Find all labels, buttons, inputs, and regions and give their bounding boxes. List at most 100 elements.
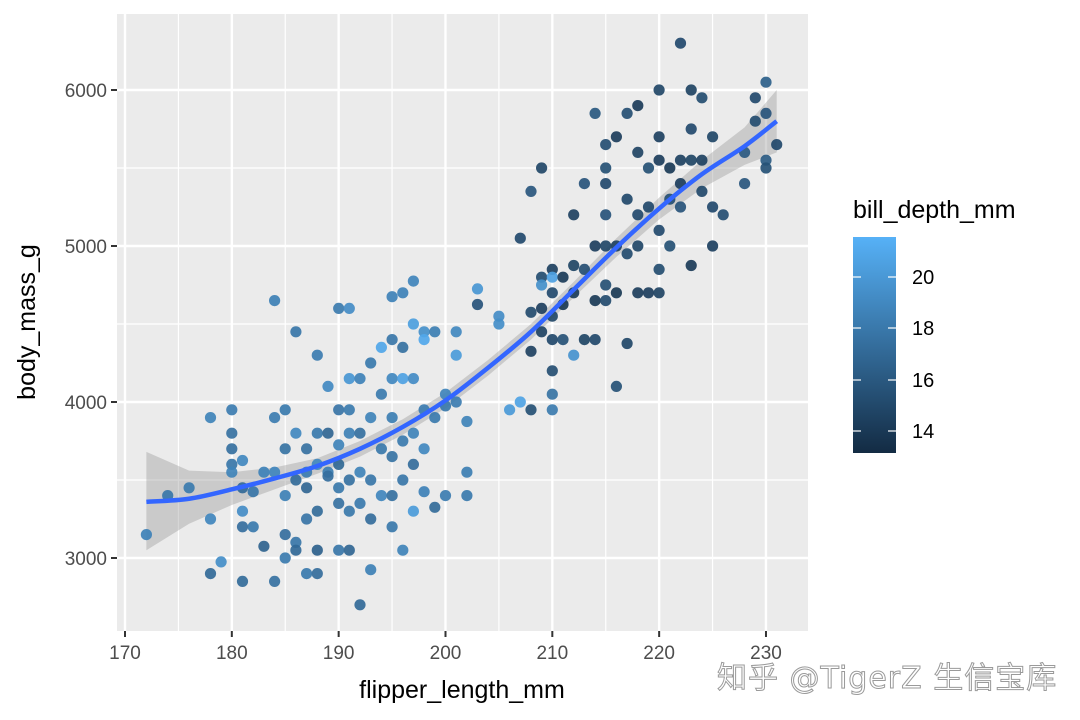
- data-point: [760, 107, 772, 119]
- data-point: [407, 373, 419, 385]
- data-point: [247, 521, 259, 533]
- data-point: [418, 443, 430, 455]
- data-point: [546, 287, 558, 299]
- x-tick-label: 180: [216, 643, 248, 664]
- data-point: [407, 275, 419, 287]
- data-point: [621, 248, 633, 260]
- data-point: [450, 396, 462, 408]
- data-point: [183, 482, 195, 494]
- data-point: [674, 201, 687, 213]
- data-point: [343, 474, 355, 486]
- data-point: [685, 84, 697, 96]
- data-point: [279, 552, 291, 564]
- data-point: [375, 388, 387, 400]
- data-point: [333, 482, 345, 494]
- data-point: [397, 373, 409, 385]
- data-point: [333, 458, 345, 470]
- data-point: [653, 84, 665, 96]
- data-point: [301, 568, 313, 580]
- data-point: [429, 326, 441, 338]
- data-point: [429, 501, 441, 513]
- data-points: [140, 37, 783, 611]
- data-point: [546, 334, 558, 346]
- data-point: [760, 162, 772, 174]
- major-gridlines: [117, 14, 808, 631]
- y-tick-label: 3000: [65, 549, 107, 570]
- data-point: [258, 540, 270, 552]
- smooth-curve: [146, 119, 779, 505]
- colorbar-ticks: [853, 276, 896, 432]
- data-point: [365, 474, 377, 486]
- data-point: [354, 373, 366, 385]
- data-point: [386, 334, 398, 346]
- data-point: [696, 92, 708, 104]
- x-tick-label: 210: [536, 643, 568, 664]
- data-point: [696, 185, 708, 197]
- data-point: [525, 404, 537, 416]
- legend-label-20: 20: [912, 267, 934, 289]
- data-point: [546, 404, 558, 416]
- data-point: [642, 201, 655, 213]
- data-point: [664, 162, 676, 174]
- data-point: [685, 259, 697, 272]
- data-point: [589, 334, 601, 346]
- data-point: [279, 404, 291, 416]
- data-point: [236, 505, 249, 517]
- data-point: [290, 474, 302, 486]
- data-point: [653, 287, 665, 299]
- x-axis-ticks: 170 180 190 200 210 220 230: [109, 631, 782, 664]
- data-point: [632, 209, 644, 221]
- data-point: [397, 341, 409, 353]
- data-point: [707, 240, 719, 252]
- data-point: [536, 271, 548, 283]
- data-point: [536, 279, 548, 291]
- data-point: [632, 146, 644, 158]
- data-point: [354, 427, 366, 439]
- data-point: [279, 490, 291, 502]
- x-tick-label: 200: [430, 643, 462, 664]
- data-point: [333, 302, 345, 314]
- data-point: [333, 544, 345, 556]
- data-point: [311, 349, 323, 361]
- data-point: [685, 123, 697, 135]
- data-point: [343, 404, 355, 416]
- data-point: [343, 302, 355, 314]
- data-point: [589, 107, 601, 119]
- data-point: [568, 209, 580, 221]
- data-point: [397, 287, 409, 299]
- data-point: [386, 373, 398, 385]
- data-point: [418, 334, 430, 346]
- data-point: [290, 544, 302, 556]
- data-point: [493, 318, 505, 330]
- data-point: [226, 404, 238, 416]
- data-point: [236, 521, 249, 533]
- data-point: [236, 575, 249, 588]
- data-point: [621, 337, 633, 350]
- data-point: [525, 306, 537, 318]
- data-point: [322, 470, 334, 482]
- data-point: [653, 154, 665, 166]
- data-point: [600, 178, 612, 190]
- data-point: [760, 154, 772, 166]
- y-axis-ticks: 3000 4000 5000 6000: [65, 81, 117, 570]
- data-point: [450, 349, 462, 361]
- data-point: [269, 412, 281, 424]
- confidence-band: [146, 90, 777, 551]
- data-point: [365, 412, 377, 424]
- data-point: [632, 287, 644, 299]
- colorbar: [853, 237, 896, 453]
- data-point: [236, 454, 249, 467]
- data-point: [322, 380, 334, 392]
- data-point: [333, 439, 345, 451]
- data-point: [568, 259, 580, 272]
- data-point: [557, 334, 569, 346]
- data-point: [226, 466, 238, 478]
- data-point: [610, 287, 623, 299]
- data-point: [429, 412, 441, 424]
- data-point: [717, 209, 729, 221]
- data-point: [375, 341, 387, 353]
- y-axis-title: body_mass_g: [13, 244, 41, 400]
- data-point: [407, 458, 419, 470]
- data-point: [343, 505, 355, 517]
